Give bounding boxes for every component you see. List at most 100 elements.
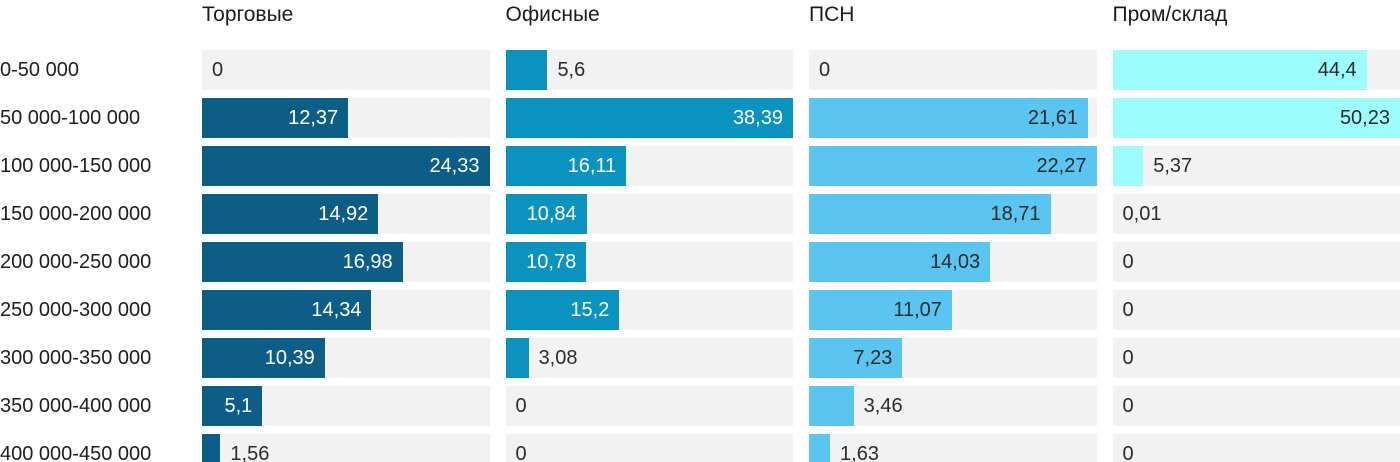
- row-label: 0-50 000: [0, 58, 79, 81]
- bar-track: 0,01: [1112, 194, 1400, 234]
- bar-value-label: 11,07: [893, 299, 942, 321]
- bar-value-label: 10,39: [264, 347, 315, 369]
- bar: [809, 338, 903, 378]
- bar-track: 0: [505, 386, 793, 426]
- bar-track: 12,37: [202, 98, 490, 138]
- bar: [202, 434, 221, 462]
- bar-value-label: 1,63: [840, 443, 879, 462]
- bar-value-label: 0: [1122, 347, 1134, 369]
- bar-track: 0: [1112, 338, 1400, 378]
- row-label: 350 000-400 000: [0, 394, 152, 417]
- bar-value-label: 3,46: [863, 395, 903, 417]
- bar: [202, 98, 349, 138]
- bar-value-label: 44,4: [1317, 59, 1357, 81]
- bar-value-label: 21,61: [1027, 107, 1078, 129]
- bar: [505, 338, 529, 378]
- column-header-psn: ПСН: [809, 3, 855, 26]
- bar-track: 0: [505, 434, 793, 462]
- bar: [809, 434, 831, 462]
- bar: [809, 194, 1051, 234]
- bar-track: 38,39: [505, 98, 793, 138]
- bar-track: 15,2: [505, 290, 793, 330]
- bar-track: 5,1: [202, 386, 490, 426]
- row-label: 50 000-100 000: [0, 106, 141, 129]
- bar: [505, 194, 587, 234]
- bar-track: 14,92: [202, 194, 490, 234]
- bar-value-label: 0: [212, 59, 224, 81]
- bar-value-label: 10,78: [526, 251, 577, 273]
- bar-track: 3,46: [809, 386, 1097, 426]
- row-label: 250 000-300 000: [0, 298, 152, 321]
- bar-track: 50,23: [1112, 98, 1400, 138]
- header-spacer: [0, 2, 186, 30]
- bar-track: 0: [1112, 434, 1400, 462]
- bar-value-label: 24,33: [429, 155, 480, 177]
- bar-value-label: 14,92: [318, 203, 369, 225]
- bar-track: 21,61: [809, 98, 1097, 138]
- bar-value-label: 3,08: [538, 347, 578, 369]
- bar-value-label: 50,23: [1339, 107, 1390, 129]
- column-header-prom-sklad: Пром/склад: [1112, 3, 1228, 26]
- bar-track: 5,37: [1112, 146, 1400, 186]
- bar: [1112, 50, 1367, 90]
- bar: [809, 242, 991, 282]
- bar-track: 16,98: [202, 242, 490, 282]
- column-header-torgovye: Торговые: [202, 3, 294, 26]
- bar-value-label: 5,37: [1153, 155, 1193, 177]
- bar-value-label: 7,23: [853, 347, 893, 369]
- bar: [809, 146, 1097, 186]
- bar-track: 14,34: [202, 290, 490, 330]
- bar-track: 11,07: [809, 290, 1097, 330]
- bar-value-label: 0: [1122, 251, 1134, 273]
- bar-track: 14,03: [809, 242, 1097, 282]
- bar: [1112, 98, 1400, 138]
- bar-value-label: 0: [1122, 395, 1134, 417]
- bar: [202, 146, 490, 186]
- bar: [202, 242, 403, 282]
- bar-value-label: 12,37: [288, 107, 339, 129]
- row-label: 100 000-150 000: [0, 154, 152, 177]
- bar-track: 0: [1112, 386, 1400, 426]
- bar-value-label: 10,84: [526, 203, 577, 225]
- bar-track: 3,08: [505, 338, 793, 378]
- bar-value-label: 14,03: [930, 251, 981, 273]
- bar-value-label: 0: [819, 59, 831, 81]
- bar-track: 22,27: [809, 146, 1097, 186]
- bar: [505, 146, 627, 186]
- row-label: 400 000-450 000: [0, 442, 152, 462]
- bar-value-label: 15,2: [570, 299, 610, 321]
- bar-value-label: 5,1: [224, 395, 253, 417]
- bar-track: 0: [1112, 242, 1400, 282]
- bar: [809, 386, 854, 426]
- column-header-ofisnye: Офисные: [505, 3, 600, 26]
- bar-value-label: 22,27: [1036, 155, 1087, 177]
- bar: [202, 386, 263, 426]
- bar: [505, 98, 793, 138]
- bar: [1112, 146, 1144, 186]
- bar-value-label: 14,34: [311, 299, 362, 321]
- bar-value-label: 16,98: [342, 251, 393, 273]
- bar-track: 16,11: [505, 146, 793, 186]
- bar-track: 10,39: [202, 338, 490, 378]
- bar-value-label: 0: [515, 443, 527, 462]
- bar-track: 7,23: [809, 338, 1097, 378]
- bar-track: 10,84: [505, 194, 793, 234]
- bar-track: 44,4: [1112, 50, 1400, 90]
- bar: [202, 338, 325, 378]
- bar-track: 5,6: [505, 50, 793, 90]
- bar-track: 0: [1112, 290, 1400, 330]
- bar: [505, 242, 587, 282]
- bar-value-label: 18,71: [990, 203, 1041, 225]
- bar-track: 24,33: [202, 146, 490, 186]
- bar-value-label: 0: [515, 395, 527, 417]
- bar: [505, 50, 548, 90]
- bar-track: 1,56: [202, 434, 490, 462]
- row-label: 200 000-250 000: [0, 250, 152, 273]
- bar-value-label: 1,56: [230, 443, 270, 462]
- bar-track: 1,63: [809, 434, 1097, 462]
- bar-track: 0: [809, 50, 1097, 90]
- row-label: 300 000-350 000: [0, 346, 152, 369]
- bar-value-label: 0: [1122, 443, 1134, 462]
